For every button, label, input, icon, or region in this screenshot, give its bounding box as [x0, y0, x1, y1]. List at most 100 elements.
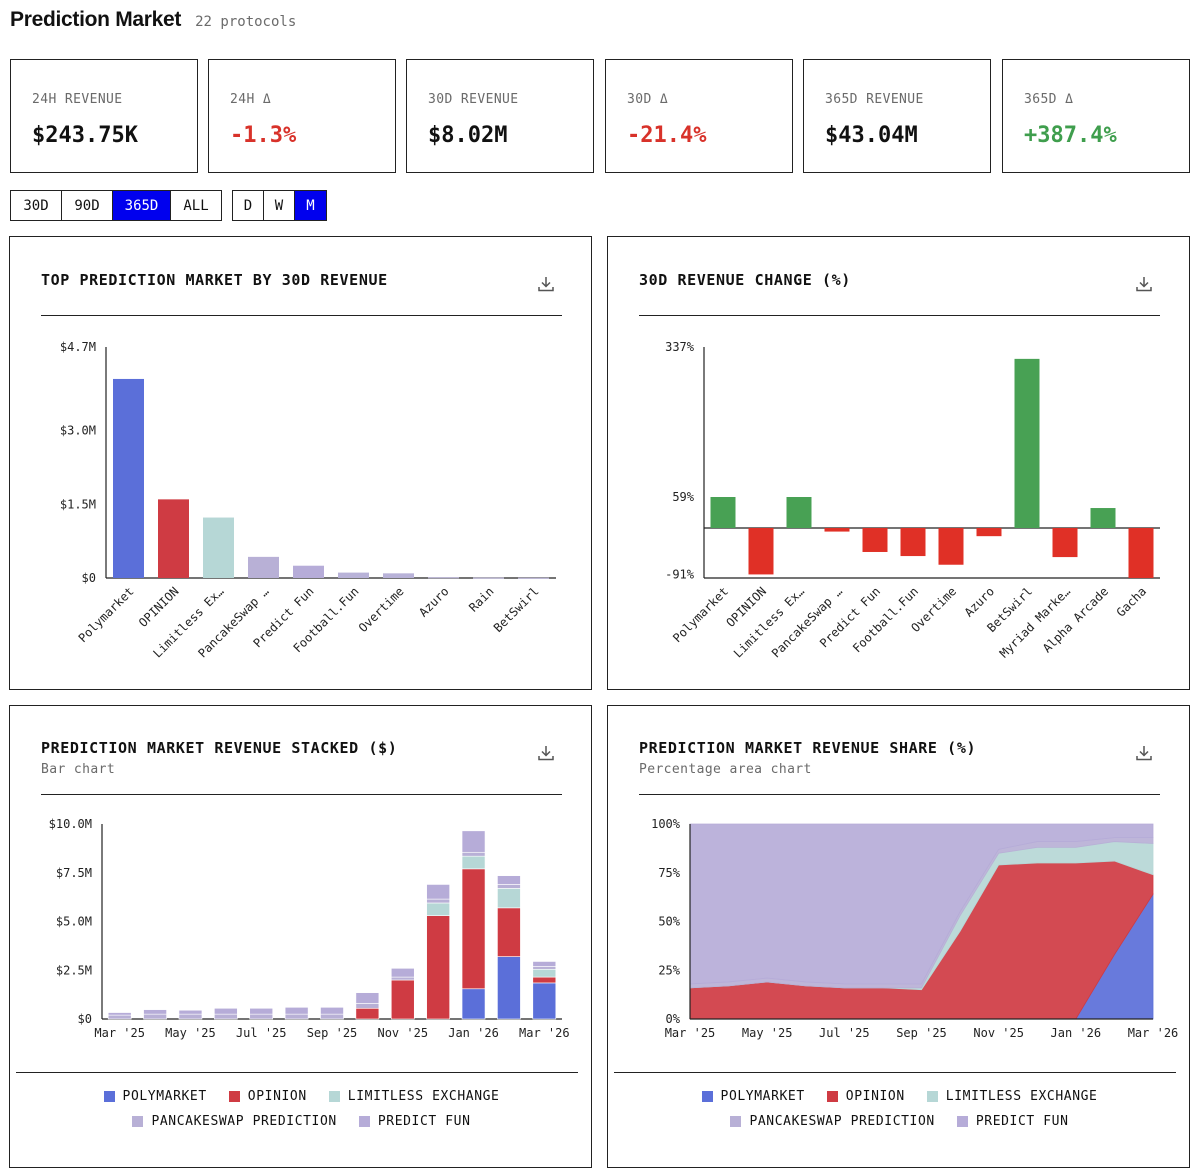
bar-segment — [426, 902, 450, 916]
interval-selector: D W M — [232, 190, 327, 221]
y-tick-label: $0 — [78, 1012, 92, 1026]
protocol-count: 22 protocols — [195, 14, 297, 30]
panel-divider — [639, 315, 1160, 316]
bar — [710, 497, 736, 528]
x-tick-label: Jan '26 — [448, 1026, 499, 1040]
bar — [900, 528, 926, 557]
legend-label: POLYMARKET — [720, 1089, 805, 1104]
bar-segment — [461, 988, 486, 1020]
stat-value: -21.4% — [627, 123, 707, 148]
download-icon[interactable] — [537, 744, 555, 762]
x-tick-label: Football.Fun — [850, 584, 921, 655]
y-tick-label: 59% — [672, 490, 694, 504]
legend-item-predict-fun[interactable]: PREDICT FUN — [358, 1114, 471, 1129]
range-button-all[interactable]: ALL — [171, 191, 221, 220]
revenue-stacked-chart: $0 $2.5M $5.0M $7.5M $10.0M Mar '25 May '25 Jul… — [49, 817, 570, 1040]
range-button-365d[interactable]: 365D — [113, 191, 171, 220]
legend-item-opinion[interactable]: OPINION — [228, 1089, 307, 1104]
range-button-90d[interactable]: 90D — [62, 191, 113, 220]
bar — [473, 577, 504, 579]
bar-segment — [532, 961, 557, 967]
legend-swatch — [132, 1116, 144, 1127]
x-tick-label: May '25 — [742, 1026, 793, 1040]
legend-item-predict-fun[interactable]: PREDICT FUN — [956, 1114, 1069, 1129]
bar-segment — [532, 968, 557, 978]
bar — [383, 573, 414, 578]
y-tick-label: $4.7M — [60, 340, 96, 354]
x-tick-label: Azuro — [416, 584, 451, 619]
legend-label: PREDICT FUN — [377, 1114, 471, 1129]
panel-divider — [639, 794, 1160, 795]
download-icon[interactable] — [537, 275, 555, 293]
x-tick-label: BetSwirl — [491, 584, 542, 635]
legend-item-limitless[interactable]: LIMITLESS EXCHANGE — [926, 1089, 1098, 1104]
bar-segment — [178, 1009, 203, 1015]
bar-segment — [426, 884, 450, 900]
x-tick-label: May '25 — [165, 1026, 216, 1040]
bar — [248, 556, 279, 578]
x-tick-label: Nov '25 — [973, 1026, 1024, 1040]
legend-item-limitless[interactable]: LIMITLESS EXCHANGE — [328, 1089, 500, 1104]
range-button-30d[interactable]: 30D — [11, 191, 62, 220]
bar-segment — [497, 884, 521, 889]
y-tick-label: $2.5M — [56, 963, 92, 977]
stat-card-365d-delta: 365D Δ +387.4% — [1002, 59, 1190, 173]
panel-revenue-stacked: PREDICTION MARKET REVENUE STACKED ($) Ba… — [9, 705, 592, 1168]
bar-segment — [390, 968, 415, 978]
bar-segment — [461, 855, 486, 870]
interval-button-monthly[interactable]: M — [295, 191, 326, 220]
legend-label: LIMITLESS EXCHANGE — [945, 1089, 1098, 1104]
bar — [824, 528, 850, 532]
bar-segment — [143, 1009, 167, 1015]
bar-segment — [426, 915, 450, 1020]
bar-segment — [497, 875, 521, 885]
bar-segment — [426, 898, 450, 904]
bar-segment — [178, 1013, 203, 1020]
legend-item-polymarket[interactable]: POLYMARKET — [103, 1089, 207, 1104]
x-tick-label: Overtime — [356, 584, 407, 635]
stat-card-30d-revenue: 30D REVENUE $8.02M — [406, 59, 594, 173]
legend-item-pancakeswap[interactable]: PANCAKESWAP PREDICTION — [132, 1114, 336, 1129]
legend-item-pancakeswap[interactable]: PANCAKESWAP PREDICTION — [730, 1114, 934, 1129]
download-icon[interactable] — [1135, 275, 1153, 293]
bar-segment — [532, 982, 557, 1020]
bar — [976, 528, 1002, 537]
x-tick-label: Sep '25 — [307, 1026, 358, 1040]
y-tick-label: 0% — [666, 1012, 681, 1026]
download-icon[interactable] — [1135, 744, 1153, 762]
x-tick-label: Jan '26 — [1051, 1026, 1102, 1040]
legend-label: PANCAKESWAP PREDICTION — [749, 1114, 935, 1129]
revenue-share-chart: 0% 25% 50% 75% 100% Mar '25 May '25 Jul '25 Sep … — [651, 817, 1178, 1040]
legend-item-polymarket[interactable]: POLYMARKET — [701, 1089, 805, 1104]
bar-segment — [497, 956, 521, 1020]
bar-segment — [249, 1007, 274, 1015]
legend-swatch — [826, 1091, 838, 1102]
panel-top-by-30d-revenue: TOP PREDICTION MARKET BY 30D REVENUE $0 $… — [9, 236, 592, 690]
x-tick-label: Azuro — [962, 584, 997, 619]
panel-title: PREDICTION MARKET REVENUE SHARE (%) — [639, 739, 977, 757]
bar-segment — [107, 1014, 132, 1020]
bar — [293, 565, 324, 578]
panel-divider — [41, 794, 562, 795]
bar-segment — [497, 907, 521, 957]
legend-item-opinion[interactable]: OPINION — [826, 1089, 905, 1104]
bar-segment — [390, 976, 415, 981]
legend-label: POLYMARKET — [122, 1089, 207, 1104]
y-tick-label: $10.0M — [49, 817, 92, 831]
bar — [1052, 528, 1078, 558]
stat-value: $43.04M — [825, 123, 918, 148]
stat-label: 365D Δ — [1024, 92, 1074, 107]
x-tick-label: Jul '25 — [819, 1026, 870, 1040]
bar-segment — [214, 1007, 238, 1015]
x-tick-label: Sep '25 — [896, 1026, 947, 1040]
stat-card-24h-delta: 24H Δ -1.3% — [208, 59, 396, 173]
interval-button-daily[interactable]: D — [233, 191, 264, 220]
y-tick-label: 25% — [658, 963, 680, 977]
y-tick-label: 50% — [658, 915, 680, 929]
interval-button-weekly[interactable]: W — [264, 191, 295, 220]
y-tick-label: $1.5M — [60, 497, 96, 511]
x-tick-label: Rain — [466, 584, 496, 614]
legend-swatch — [730, 1116, 742, 1127]
x-tick-label: Mar '26 — [519, 1026, 570, 1040]
